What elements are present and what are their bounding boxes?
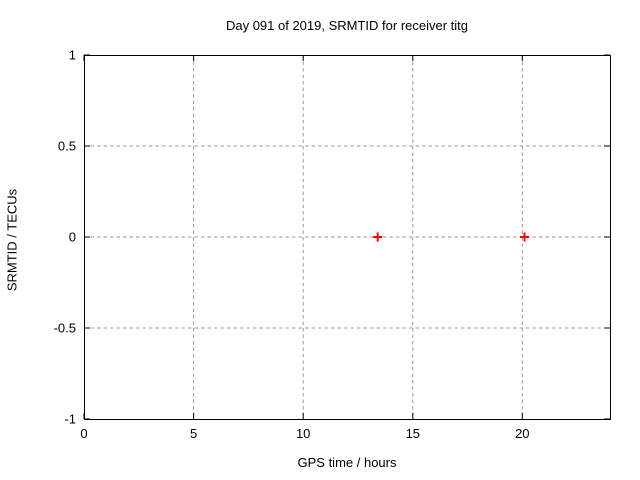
x-tick-label: 0: [80, 426, 87, 441]
y-tick-label: 0: [69, 230, 76, 245]
y-tick-label: -1: [64, 412, 76, 427]
x-tick-label: 20: [515, 426, 529, 441]
y-tick-label: 1: [69, 48, 76, 63]
chart-title: Day 091 of 2019, SRMTID for receiver tit…: [225, 18, 469, 33]
data-point-marker: [520, 232, 529, 242]
y-tick-label: 0.5: [58, 139, 76, 154]
data-point-marker: [373, 232, 383, 242]
x-axis-label: GPS time / hours: [297, 455, 397, 470]
x-tick-label: 15: [406, 426, 420, 441]
y-tick-label: -0.5: [54, 321, 76, 336]
x-tick-label: 5: [190, 426, 197, 441]
x-tick-label: 10: [296, 426, 310, 441]
y-axis-label: SRMTID / TECUs: [4, 188, 20, 292]
